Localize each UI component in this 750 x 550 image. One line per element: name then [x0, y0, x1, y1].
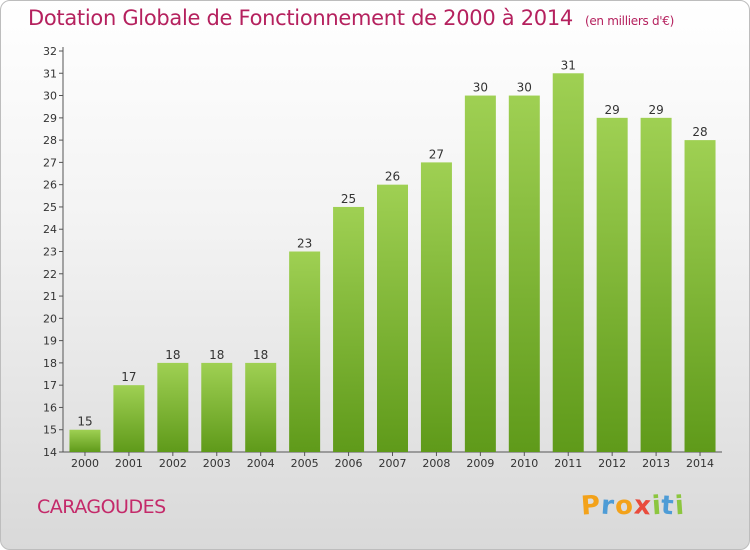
bar-2006	[333, 206, 365, 452]
x-tick-label-2006: 2006	[335, 457, 363, 470]
y-tick-label: 24	[43, 223, 57, 236]
y-tick-label: 28	[43, 134, 57, 147]
proxiti-logo: Proxiti	[579, 490, 686, 522]
data-label-2013: 29	[648, 103, 663, 117]
data-label-2009: 30	[473, 81, 488, 95]
y-tick-label: 21	[43, 290, 57, 303]
bar-2014	[684, 140, 716, 452]
bar-2005	[289, 251, 321, 452]
bar-2004	[245, 362, 277, 452]
bar-2013	[640, 117, 672, 452]
x-tick-label-2009: 2009	[466, 457, 494, 470]
x-tick-label-2011: 2011	[554, 457, 582, 470]
data-label-2006: 25	[341, 192, 356, 206]
bar-2010	[508, 95, 540, 453]
x-tick-label-2002: 2002	[159, 457, 187, 470]
y-tick-label: 20	[43, 312, 57, 325]
data-label-2002: 18	[165, 348, 180, 362]
y-tick-label: 25	[43, 201, 57, 214]
x-tick-label-2008: 2008	[422, 457, 450, 470]
y-tick-label: 22	[43, 268, 57, 281]
chart-title: Dotation Globale de Fonctionnement de 20…	[28, 6, 674, 30]
logo-letter: P	[579, 490, 603, 522]
y-tick-label: 19	[43, 335, 57, 348]
logo-letter: i	[673, 490, 686, 522]
data-label-2012: 29	[605, 103, 620, 117]
x-tick-label-2004: 2004	[247, 457, 275, 470]
y-tick-label: 26	[43, 179, 57, 192]
bar-2001	[113, 385, 145, 452]
y-tick-label: 17	[43, 379, 57, 392]
data-label-2010: 30	[517, 81, 532, 95]
x-tick-label-2013: 2013	[642, 457, 670, 470]
bar-2012	[596, 117, 628, 452]
x-tick-label-2003: 2003	[203, 457, 231, 470]
data-label-2014: 28	[692, 125, 707, 139]
chart-subtitle: (en milliers d'€)	[584, 14, 674, 28]
logo-letter: o	[613, 490, 635, 522]
x-tick-label-2001: 2001	[115, 457, 143, 470]
commune-name: CARAGOUDES	[37, 496, 166, 518]
bar-2003	[201, 362, 233, 452]
y-tick-label: 18	[43, 357, 57, 370]
data-label-2001: 17	[121, 370, 136, 384]
bar-2008	[420, 162, 452, 452]
data-label-2000: 15	[77, 415, 92, 429]
data-label-2004: 18	[253, 348, 268, 362]
data-label-2008: 27	[429, 147, 444, 161]
y-tick-label: 32	[43, 45, 57, 58]
x-tick-label-2000: 2000	[71, 457, 99, 470]
logo-letter: x	[632, 490, 653, 522]
y-tick-label: 31	[43, 67, 57, 80]
bar-2007	[377, 184, 408, 452]
x-tick-label-2005: 2005	[291, 457, 319, 470]
x-tick-label-2012: 2012	[598, 457, 626, 470]
bar-2009	[464, 95, 496, 453]
y-tick-label: 29	[43, 112, 57, 125]
x-tick-label-2014: 2014	[686, 457, 714, 470]
y-tick-label: 23	[43, 246, 57, 259]
y-tick-label: 14	[43, 446, 57, 459]
y-tick-label: 30	[43, 90, 57, 103]
data-label-2003: 18	[209, 348, 224, 362]
x-tick-label-2007: 2007	[379, 457, 407, 470]
y-tick-label: 27	[43, 156, 57, 169]
data-label-2011: 31	[561, 58, 576, 72]
chart-title-text: Dotation Globale de Fonctionnement de 20…	[28, 6, 573, 30]
x-tick-label-2010: 2010	[510, 457, 538, 470]
y-tick-label: 16	[43, 401, 57, 414]
data-label-2007: 26	[385, 170, 400, 184]
y-tick-label: 15	[43, 424, 57, 437]
bar-2000	[69, 429, 101, 452]
bar-2011	[552, 73, 584, 453]
bar-2002	[157, 362, 189, 452]
data-label-2005: 23	[297, 237, 312, 251]
